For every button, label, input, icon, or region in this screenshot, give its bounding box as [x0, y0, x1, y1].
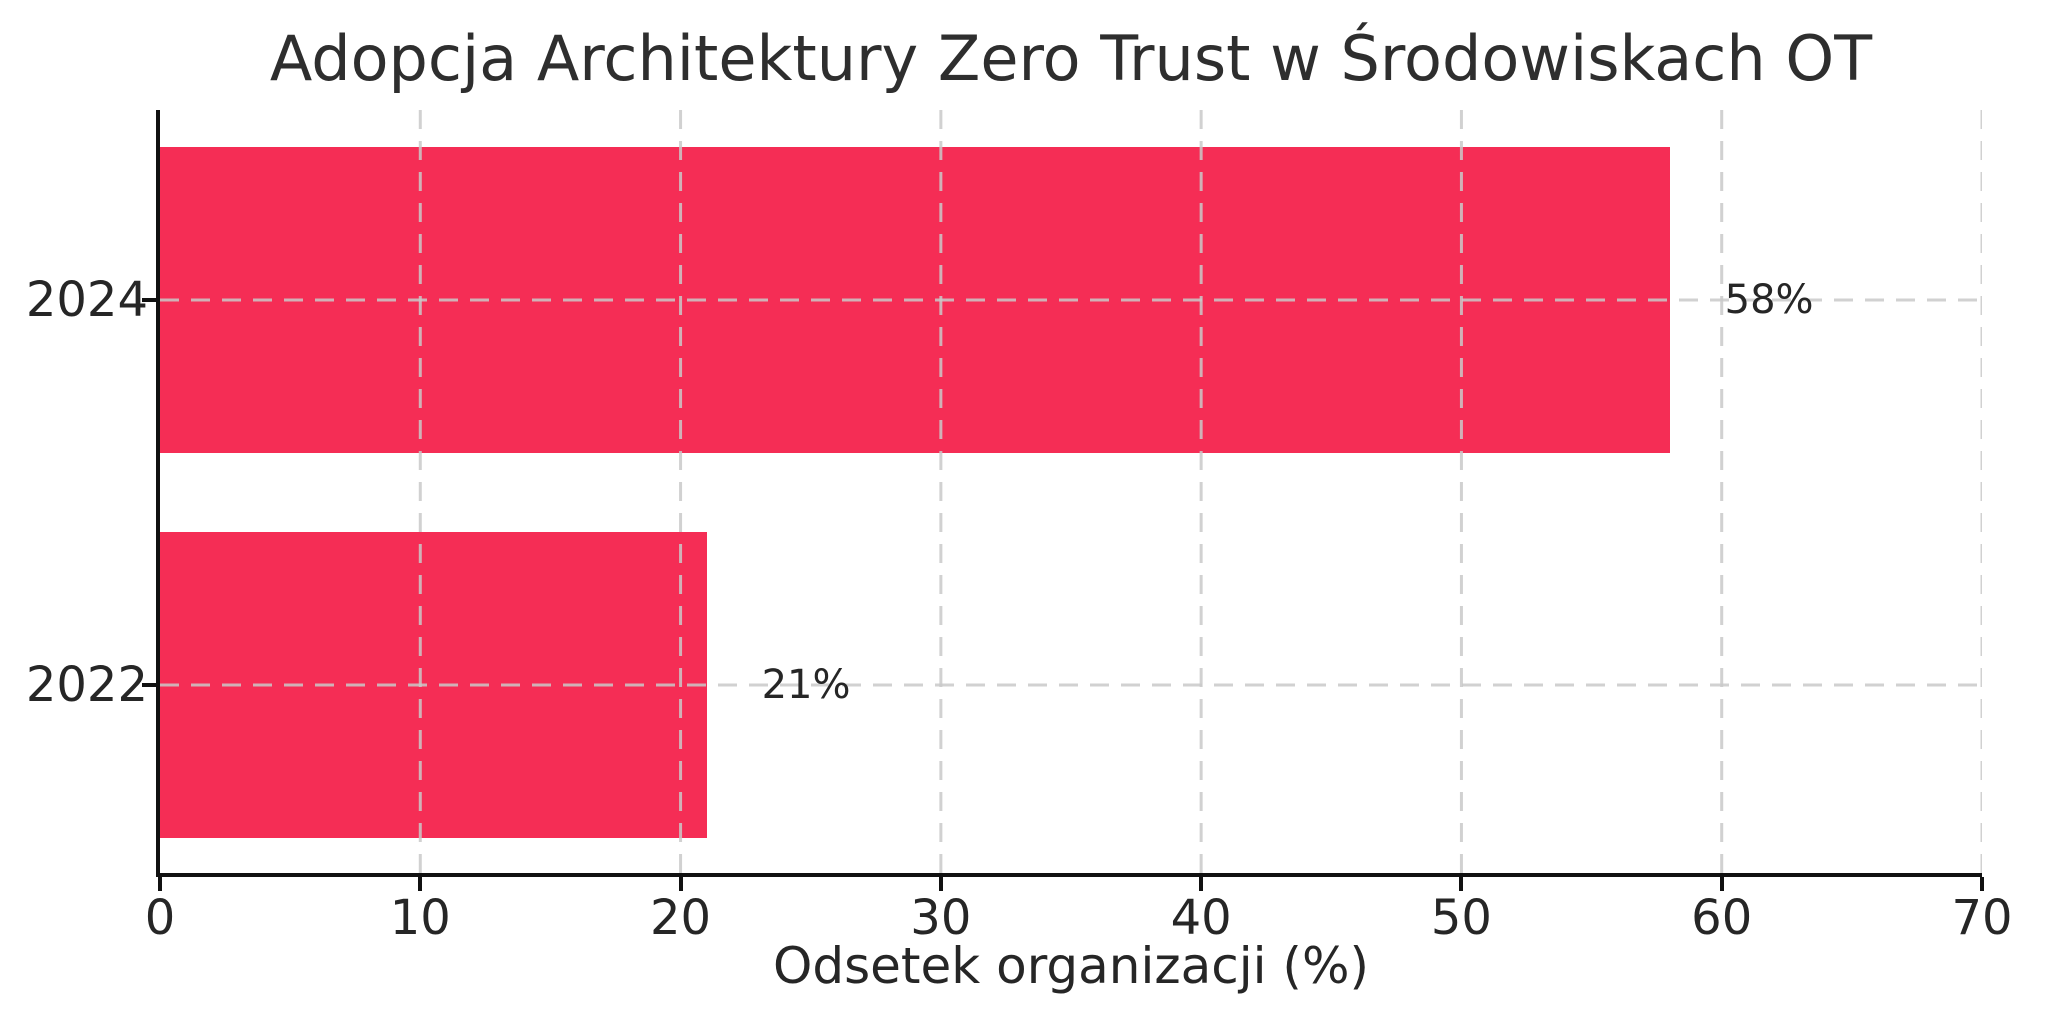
x-tick-label: 10 [389, 890, 451, 946]
x-tick-mark [938, 877, 943, 891]
chart-title: Adopcja Architektury Zero Trust w Środow… [269, 22, 1873, 95]
bar-2022 [160, 532, 707, 838]
x-tick-label: 0 [144, 890, 176, 946]
x-axis-label: Odsetek organizacji (%) [773, 937, 1369, 995]
x-tick-label: 20 [650, 890, 712, 946]
x-tick-mark [1459, 877, 1464, 891]
x-tick-label: 30 [910, 890, 972, 946]
plot-area [156, 110, 1982, 877]
y-tick-label: 2022 [25, 657, 148, 713]
y-tick-label: 2024 [25, 272, 148, 328]
x-tick-label: 70 [1951, 890, 2013, 946]
y-tick-mark [142, 298, 156, 302]
x-tick-mark [678, 877, 683, 891]
x-tick-mark [1199, 877, 1204, 891]
bar-value-label: 21% [761, 662, 851, 708]
x-tick-mark [1980, 877, 1984, 891]
x-tick-label: 60 [1691, 890, 1753, 946]
bar-2024 [160, 147, 1670, 453]
x-tick-label: 40 [1170, 890, 1232, 946]
bar-value-label: 58% [1724, 277, 1814, 323]
y-tick-mark [142, 683, 156, 687]
x-tick-mark [1719, 877, 1724, 891]
x-tick-mark [158, 877, 162, 891]
x-tick-mark [418, 877, 423, 891]
x-tick-label: 50 [1430, 890, 1492, 946]
